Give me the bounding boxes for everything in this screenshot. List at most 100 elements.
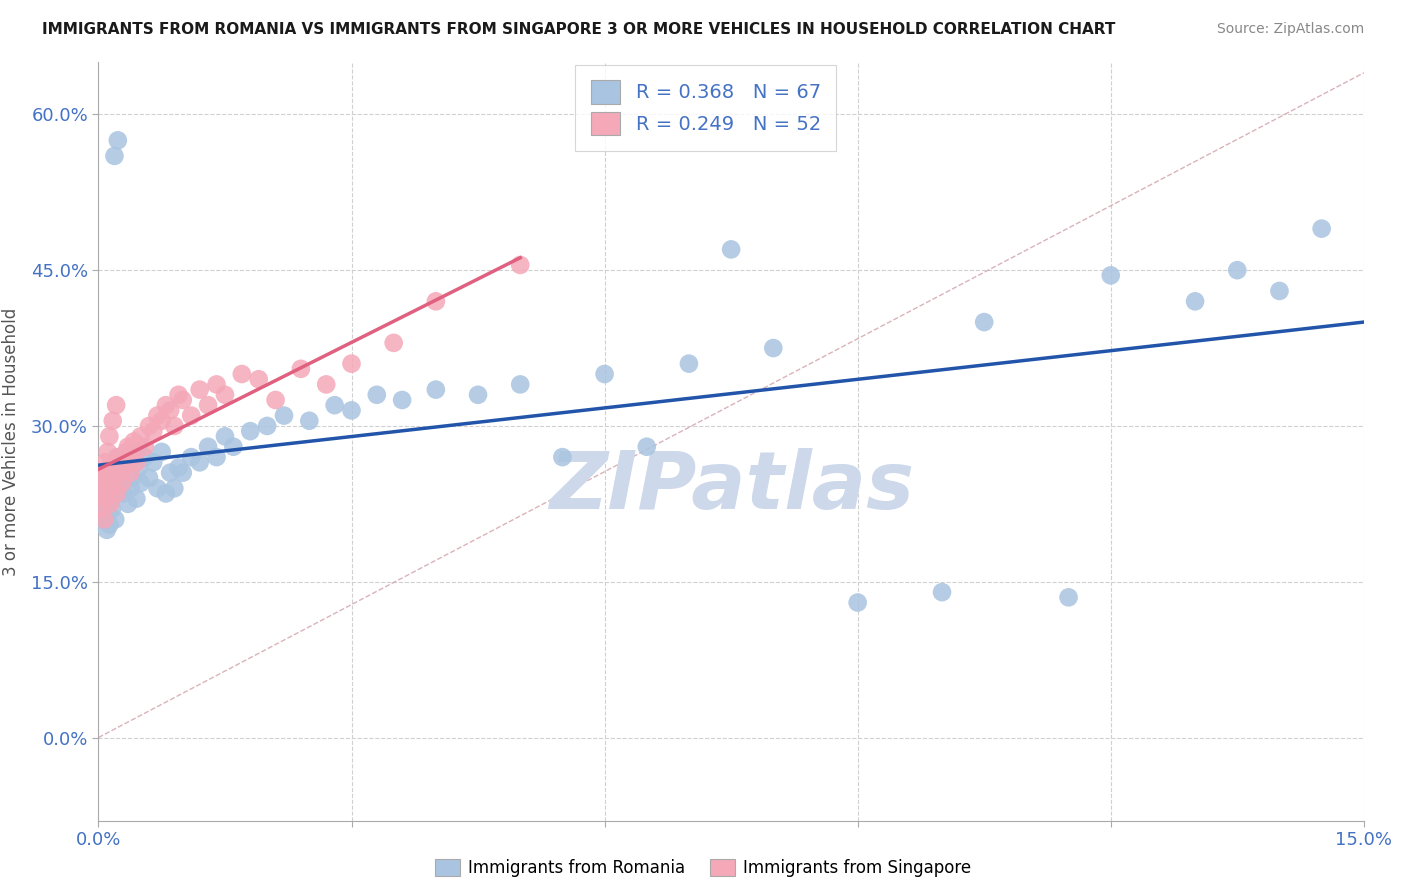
Legend: Immigrants from Romania, Immigrants from Singapore: Immigrants from Romania, Immigrants from… [427,852,979,884]
Point [146,481,169,495]
Point [1226,263,1249,277]
Point [1057,591,1080,605]
Point [593,367,616,381]
Point [121,471,143,485]
Text: Source: ZipAtlas.com: Source: ZipAtlas.com [1216,22,1364,37]
Point [98,429,121,443]
Point [91,502,114,516]
Point [129,476,152,491]
Point [509,258,531,272]
Point [122,445,145,459]
Point [340,357,363,371]
Point [467,388,489,402]
Point [973,315,995,329]
Point [290,361,312,376]
Point [117,440,139,454]
Point [98,517,121,532]
Point [425,383,447,397]
Point [931,585,953,599]
Point [94,455,117,469]
Point [97,445,120,459]
Point [94,491,117,506]
Point [98,497,121,511]
Point [205,377,228,392]
Point [551,450,574,464]
Point [167,388,190,402]
Point [101,481,124,495]
Text: IMMIGRANTS FROM ROMANIA VS IMMIGRANTS FROM SINGAPORE 3 OR MORE VEHICLES IN HOUSE: IMMIGRANTS FROM ROMANIA VS IMMIGRANTS FR… [42,22,1115,37]
Point [103,471,125,485]
Point [111,476,134,491]
Point [104,512,127,526]
Point [90,486,112,500]
Point [117,497,139,511]
Point [105,398,128,412]
Point [382,335,405,350]
Point [1268,284,1291,298]
Point [138,419,160,434]
Point [90,502,112,516]
Point [105,486,128,500]
Point [120,481,142,495]
Point [167,460,190,475]
Point [636,440,658,454]
Point [163,481,186,495]
Point [214,429,236,443]
Point [93,512,115,526]
Point [125,455,148,469]
Point [150,445,173,459]
Point [111,466,134,480]
Point [93,512,115,526]
Point [222,440,245,454]
Point [340,403,363,417]
Y-axis label: 3 or more Vehicles in Household: 3 or more Vehicles in Household [1,308,20,575]
Point [1310,221,1333,235]
Point [425,294,447,309]
Point [163,419,186,434]
Point [107,133,129,147]
Point [129,429,152,443]
Point [100,491,122,506]
Point [159,466,181,480]
Point [197,440,219,454]
Text: ZIPatlas: ZIPatlas [548,448,914,526]
Point [188,383,211,397]
Point [128,460,150,475]
Point [112,460,135,475]
Point [846,595,869,609]
Point [1099,268,1122,283]
Point [366,388,388,402]
Point [97,471,120,485]
Point [115,445,138,459]
Point [93,471,115,485]
Point [150,414,173,428]
Point [101,502,124,516]
Point [509,377,531,392]
Point [1184,294,1206,309]
Point [188,455,211,469]
Point [122,434,145,449]
Point [247,372,270,386]
Point [115,455,138,469]
Point [678,357,700,371]
Point [205,450,228,464]
Point [96,466,118,480]
Point [91,476,114,491]
Point [97,460,120,475]
Point [720,243,742,257]
Point [180,409,202,423]
Point [231,367,253,381]
Point [104,455,127,469]
Point [315,377,337,392]
Point [273,409,295,423]
Point [323,398,346,412]
Point [146,409,169,423]
Point [159,403,181,417]
Point [121,450,143,464]
Point [180,450,202,464]
Point [142,424,165,438]
Point [108,476,131,491]
Point [105,450,128,464]
Point [264,392,287,407]
Point [134,440,156,454]
